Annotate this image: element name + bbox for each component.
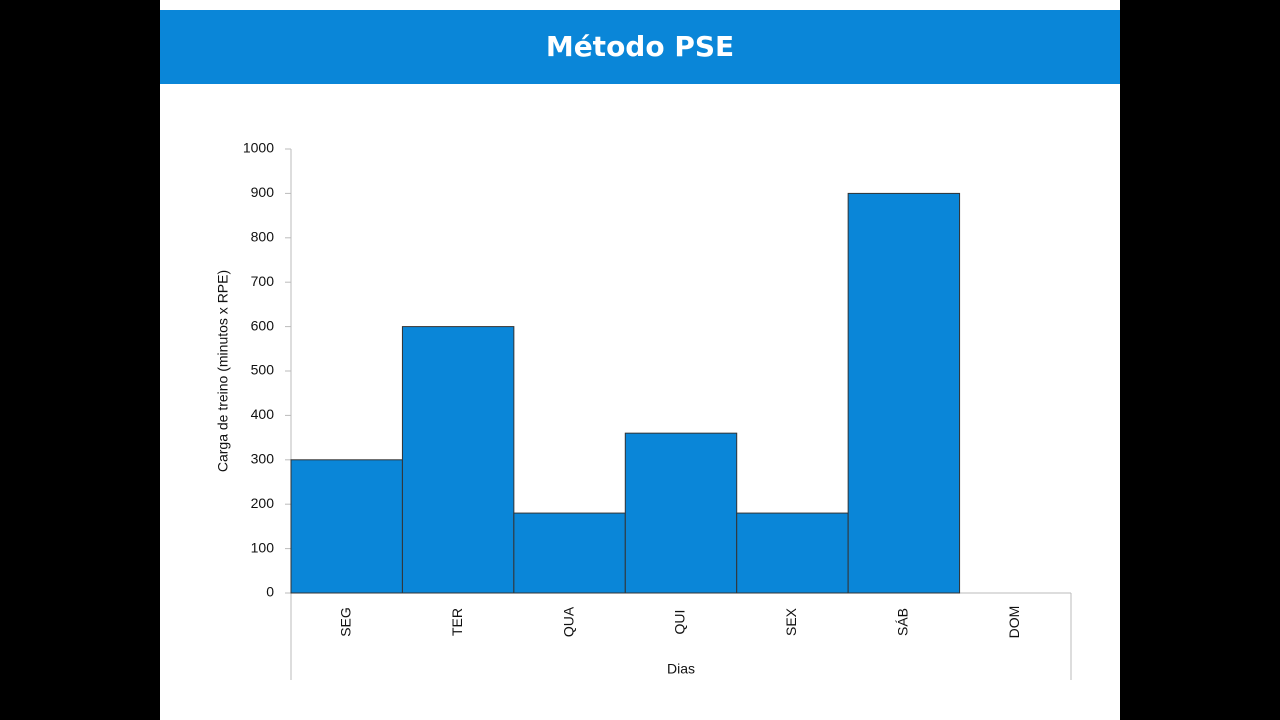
chart-title: Método PSE [546, 30, 734, 63]
y-tick-label: 0 [266, 584, 274, 600]
header-bar [160, 10, 1120, 84]
y-tick-label: 900 [251, 184, 275, 200]
bar [847, 192, 961, 594]
y-tick-label: 400 [251, 406, 275, 422]
bar [624, 432, 738, 594]
bar [513, 512, 626, 594]
x-axis-label: Dias [667, 661, 695, 677]
y-tick-label: 200 [251, 495, 275, 511]
bar [401, 326, 515, 594]
bar [736, 512, 849, 594]
y-axis-label: Carga de treino (minutos x RPE) [215, 270, 231, 472]
y-tick-label: 1000 [243, 140, 274, 156]
y-tick-label: 800 [251, 229, 275, 245]
x-tick-label: SEG [337, 607, 353, 637]
bar [290, 459, 403, 594]
y-tick-label: 300 [251, 451, 275, 467]
x-tick-label: QUI [672, 610, 688, 635]
x-tick-label: SÁB [895, 608, 911, 636]
x-tick-label: TER [449, 608, 465, 636]
x-tick-label: QUA [560, 606, 576, 637]
slide-body [160, 0, 1120, 720]
y-tick-label: 700 [251, 273, 275, 289]
y-tick-label: 100 [251, 539, 275, 555]
x-tick-label: DOM [1006, 606, 1022, 639]
x-tick-label: SEX [783, 607, 799, 636]
y-tick-label: 500 [251, 362, 275, 378]
y-tick-label: 600 [251, 317, 275, 333]
